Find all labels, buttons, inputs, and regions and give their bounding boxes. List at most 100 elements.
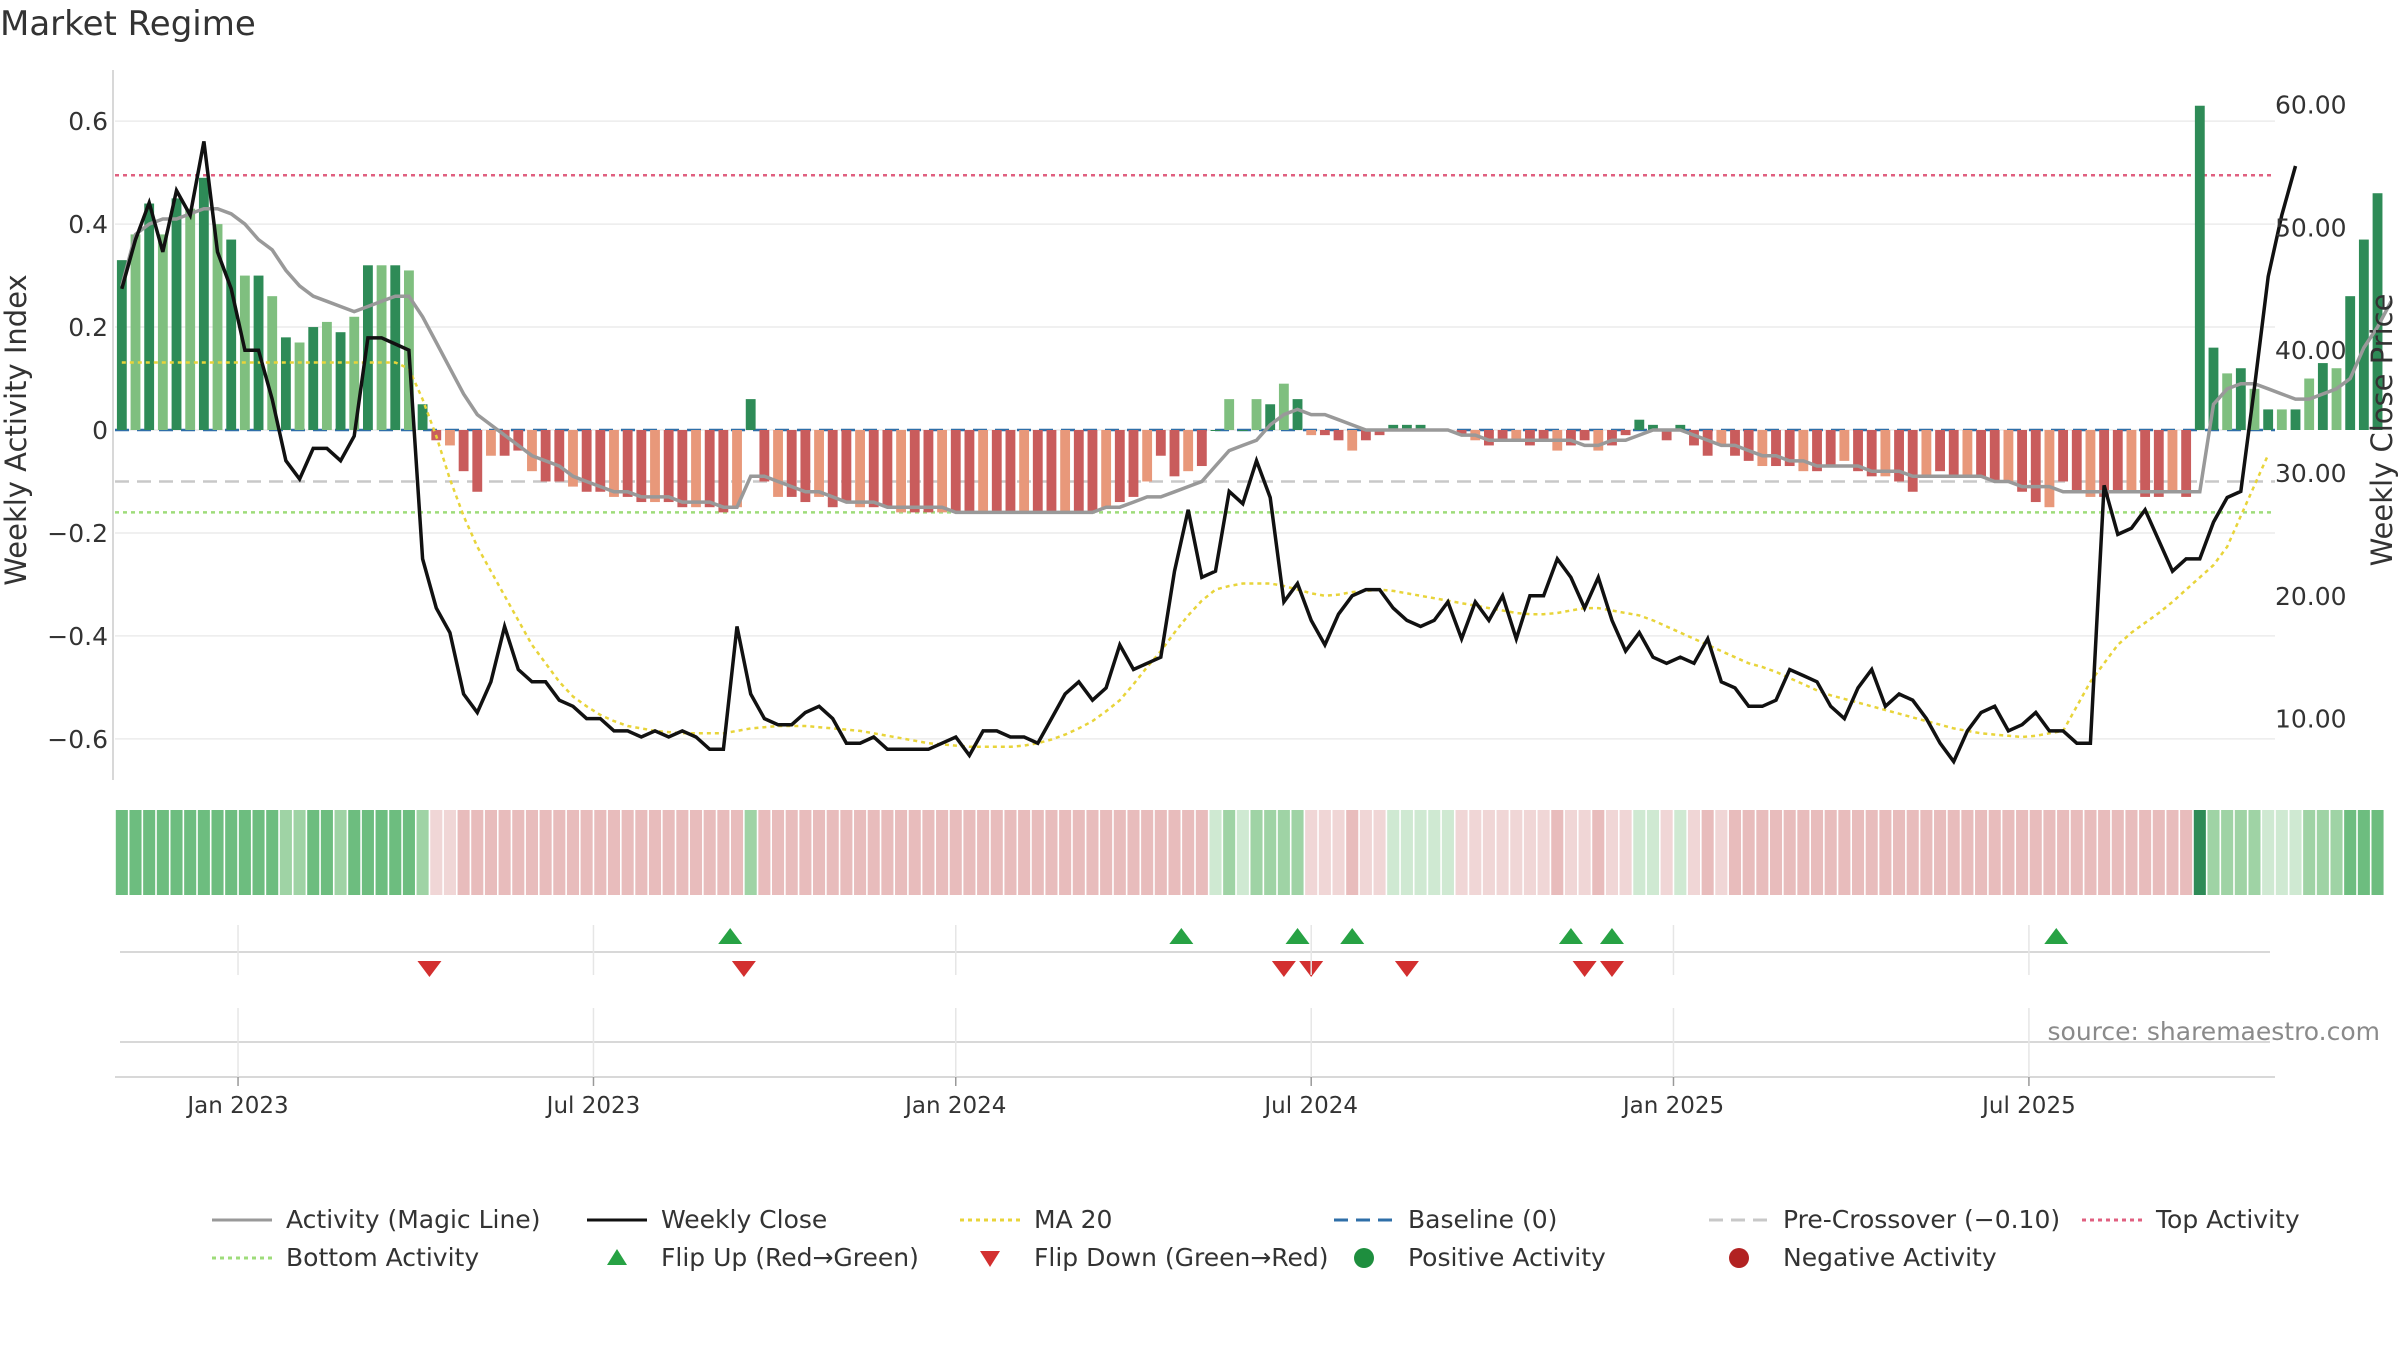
activity-bar [1019, 430, 1030, 513]
activity-bar [1415, 424, 1426, 430]
regime-strip-cell [621, 810, 634, 895]
regime-strip-cell [2166, 810, 2179, 895]
regime-strip-cell [2139, 810, 2152, 895]
regime-strip-cell [2002, 810, 2015, 895]
regime-strip-cell [1852, 810, 1865, 895]
regime-strip-cell [1400, 810, 1413, 895]
regime-strip-cell [1469, 810, 1482, 895]
regime-strip-cell [662, 810, 675, 895]
activity-bar [308, 327, 319, 430]
legend-item: Top Activity [2080, 1205, 2300, 1234]
activity-bar [1292, 399, 1303, 430]
activity-bar [2304, 378, 2315, 430]
activity-bar [991, 430, 1002, 513]
activity-bar [2290, 409, 2301, 430]
regime-strip-cell [1564, 810, 1577, 895]
activity-bar [445, 430, 455, 446]
regime-strip-cell [676, 810, 689, 895]
activity-bar [540, 430, 551, 482]
legend-symbol [1334, 1218, 1394, 1221]
activity-bar [1976, 430, 1986, 477]
regime-strip-cell [840, 810, 853, 895]
regime-strip-cell [334, 810, 347, 895]
activity-bar [1593, 430, 1604, 451]
activity-bar [2317, 363, 2328, 430]
activity-bar [773, 430, 783, 497]
regime-strip-cell [1893, 810, 1906, 895]
activity-bar [663, 430, 674, 503]
flip-down-marker [1572, 961, 1597, 977]
flip-down-marker [1271, 961, 1296, 977]
regime-strip-cell [2344, 810, 2357, 895]
activity-bar [321, 321, 332, 430]
regime-strip-cell [566, 810, 580, 895]
activity-bar [745, 399, 756, 430]
regime-strip-cell [1578, 810, 1591, 895]
regime-strip-cell [1605, 810, 1618, 895]
regime-strip-cell [1961, 810, 1974, 895]
regime-strip-cell [2207, 810, 2220, 895]
legend-label: Bottom Activity [286, 1243, 480, 1272]
regime-strip-cell [1975, 810, 1988, 895]
activity-bar [513, 430, 524, 451]
y-left-tick-label: 0.2 [68, 313, 108, 342]
regime-strip-cell [2152, 810, 2165, 895]
activity-magic-line [120, 206, 2393, 515]
legend-item: Bottom Activity [210, 1243, 479, 1272]
weekly-close-line [120, 141, 2298, 766]
activity-bar [171, 198, 182, 430]
legend-symbol [960, 1218, 1020, 1221]
activity-bar [1360, 430, 1371, 441]
activity-bar [486, 430, 496, 456]
activity-bar [1114, 430, 1125, 503]
x-tick-label: Jul 2024 [1262, 1093, 1358, 1119]
regime-strip-cell [402, 810, 415, 895]
axes: 0.6 0.4 0.2 0 −0.2 −0.4 −0.6 60.00 50.00 40.00 30.… [47, 70, 2347, 780]
activity-bar [198, 177, 209, 430]
x-tick-label: Jul 2025 [1980, 1093, 2076, 1119]
chart-title: Market Regime [0, 4, 256, 44]
regime-strip-cell [1455, 810, 1468, 895]
flip-markers [417, 928, 2069, 977]
activity-bar [499, 430, 510, 456]
y-left-tick-label: 0.4 [68, 210, 108, 239]
legend-symbol [212, 1218, 272, 1221]
regime-strip-cell [1879, 810, 1892, 895]
regime-strip-cell [2303, 810, 2316, 895]
legend-symbol [607, 1248, 627, 1265]
regime-strip-cell [922, 810, 935, 895]
regime-strip-cell [1414, 810, 1427, 895]
regime-strip-cell [1168, 810, 1181, 895]
flip-up-marker [718, 928, 743, 944]
regime-strip-cell [990, 810, 1003, 895]
activity-bar [1005, 430, 1016, 513]
activity-bar [1224, 399, 1235, 430]
activity-bar [2030, 430, 2041, 503]
regime-strip-cell [2316, 810, 2329, 895]
regime-strip-cell [1701, 810, 1714, 895]
y-left-tick-label: 0 [92, 416, 108, 445]
activity-bar [1716, 430, 1727, 446]
y-right-tick-label: 30.00 [2275, 459, 2347, 488]
legend-symbol [587, 1218, 647, 1221]
activity-bar [841, 430, 852, 503]
regime-strip-cell [2357, 810, 2370, 895]
regime-strip-cell [361, 810, 374, 895]
regime-strip-cell [129, 810, 142, 895]
regime-strip-cell [949, 810, 962, 895]
regime-strip-cell [977, 810, 990, 895]
activity-bar [1073, 430, 1084, 513]
source-note: source: sharemaestro.com [2048, 1017, 2381, 1046]
activity-bar [1784, 430, 1795, 467]
flip-up-marker [2044, 928, 2069, 944]
activity-bar [1333, 430, 1344, 441]
regime-strip-cell [936, 810, 949, 895]
activity-bar [732, 430, 742, 508]
regime-strip-cell [1674, 810, 1687, 895]
regime-strip-cell [2098, 810, 2111, 895]
regime-strip-cell [717, 810, 730, 895]
activity-bar [622, 430, 633, 497]
regime-strip-cell [2043, 810, 2056, 895]
regime-strip-cell [758, 810, 771, 895]
legend-label: Flip Up (Red→Green) [661, 1243, 919, 1272]
